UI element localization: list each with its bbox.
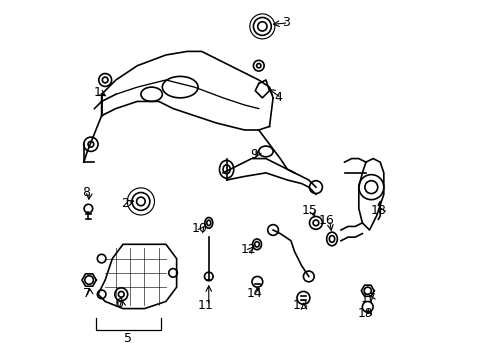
Text: 9: 9 <box>250 148 258 162</box>
Text: 19: 19 <box>357 307 373 320</box>
Text: 13: 13 <box>292 299 308 312</box>
Text: 4: 4 <box>274 91 282 104</box>
Text: 7: 7 <box>83 287 91 300</box>
Text: 11: 11 <box>198 299 213 312</box>
Text: 6: 6 <box>115 297 123 310</box>
Text: 3: 3 <box>281 16 289 29</box>
Text: 2: 2 <box>121 197 128 210</box>
Text: 10: 10 <box>191 222 207 235</box>
Text: 16: 16 <box>318 213 334 226</box>
Text: 14: 14 <box>246 287 262 300</box>
Text: 5: 5 <box>124 333 132 346</box>
Text: 15: 15 <box>301 204 317 217</box>
Text: 18: 18 <box>370 204 386 217</box>
Text: 1: 1 <box>93 86 101 99</box>
Text: 17: 17 <box>360 292 376 305</box>
Text: 12: 12 <box>240 243 255 256</box>
Text: 8: 8 <box>82 186 90 199</box>
